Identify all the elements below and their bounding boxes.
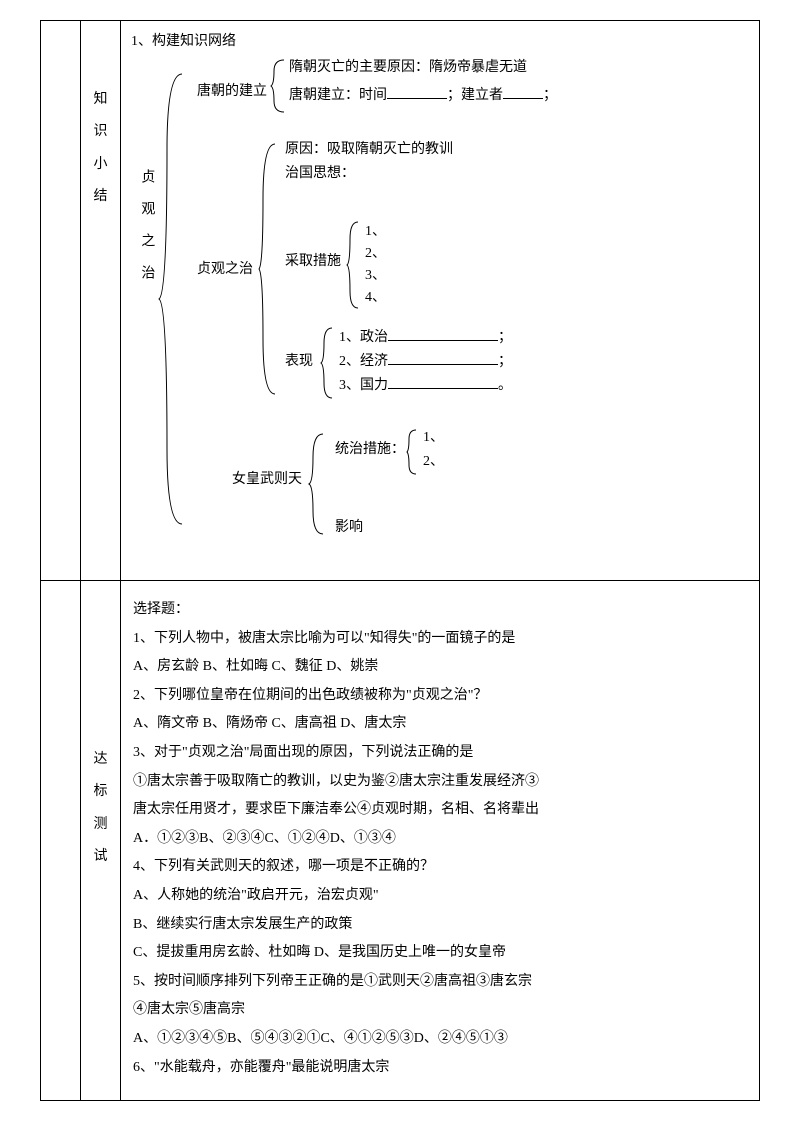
- label-char: 小: [94, 154, 108, 176]
- question-2-options: A、隋文帝 B、隋炀帝 C、唐高祖 D、唐太宗: [133, 711, 747, 738]
- rule-item: 1、: [423, 427, 444, 449]
- measure-item: 1、: [365, 221, 386, 243]
- question-5-body: ④唐太宗⑤唐高宗: [133, 997, 747, 1024]
- blank-field[interactable]: [388, 325, 498, 341]
- question-3-body: ①唐太宗善于吸取隋亡的教训，以史为鉴②唐太宗注重发展经济③: [133, 769, 747, 796]
- question-4: 4、下列有关武则天的叙述，哪一项是不正确的？: [133, 854, 747, 881]
- question-4-opt-a: A、人称她的统治"政启开元，治宏贞观": [133, 883, 747, 910]
- empty-cell-2: [41, 581, 81, 1101]
- blank-field[interactable]: [388, 349, 498, 365]
- branch2-name: 贞观之治: [197, 259, 253, 281]
- branch3-sub1-brace: [405, 427, 421, 477]
- perf-item: 3、国力。: [339, 373, 512, 397]
- branch3-sub2-name: 影响: [335, 517, 363, 539]
- blank-field[interactable]: [503, 83, 543, 99]
- label-char: 识: [94, 121, 108, 143]
- question-5-options: A、①②③④⑤B、⑤④③②①C、④①②⑤③D、②④⑤①③: [133, 1026, 747, 1053]
- questions-header: 选择题：: [133, 597, 747, 624]
- branch2-sub3-brace: [345, 219, 363, 311]
- question-3-body: 唐太宗任用贤才，要求臣下廉洁奉公④贞观时期，名相、名将辈出: [133, 797, 747, 824]
- branch2-sub3-name: 采取措施: [285, 251, 341, 273]
- questions-area: 选择题： 1、下列人物中，被唐太宗比喻为可以"知得失"的一面镜子的是 A、房玄龄…: [127, 589, 753, 1091]
- question-3-options: A．①②③B、②③④C、①②④D、①③④: [133, 826, 747, 853]
- section1-label: 知 识 小 结: [87, 29, 114, 209]
- blank-field[interactable]: [387, 83, 447, 99]
- section2-label: 达 标 测 试: [87, 589, 114, 869]
- branch3-sub1-name: 统治措施：: [335, 439, 405, 461]
- branch1-item2: 唐朝建立：时间；建立者；: [289, 83, 557, 107]
- empty-cell-1: [41, 21, 81, 581]
- section2-label-cell: 达 标 测 试: [81, 581, 121, 1101]
- perf-item: 2、经济；: [339, 349, 512, 373]
- question-6: 6、"水能载舟，亦能覆舟"最能说明唐太宗: [133, 1055, 747, 1082]
- measure-item: 2、: [365, 243, 386, 265]
- question-1-options: A、房玄龄 B、杜如晦 C、魏征 D、姚崇: [133, 654, 747, 681]
- branch2-brace: [257, 139, 281, 399]
- branch1-name: 唐朝的建立: [197, 81, 267, 103]
- diagram-cell: 1、构建知识网络 贞观之治 唐朝的建立 隋朝灭亡的主要原因：隋炀帝暴虐无道 唐朝…: [121, 21, 760, 581]
- branch1-item1: 隋朝灭亡的主要原因：隋炀帝暴虐无道: [289, 57, 527, 79]
- measure-item: 3、: [365, 265, 386, 287]
- blank-field[interactable]: [388, 373, 498, 389]
- question-5: 5、按时间顺序排列下列帝王正确的是①武则天②唐高祖③唐玄宗: [133, 969, 747, 996]
- label-char: 知: [94, 89, 108, 111]
- question-4-opt-b: B、继续实行唐太宗发展生产的政策: [133, 912, 747, 939]
- label-char: 测: [94, 814, 108, 836]
- branch1-brace: [269, 57, 289, 115]
- label-char: 试: [94, 846, 108, 868]
- label-char: 标: [94, 781, 108, 803]
- branch3-name: 女皇武则天: [232, 469, 302, 491]
- question-1: 1、下列人物中，被唐太宗比喻为可以"知得失"的一面镜子的是: [133, 626, 747, 653]
- label-char: 达: [94, 749, 108, 771]
- question-2: 2、下列哪位皇帝在位期间的出色政绩被称为"贞观之治"？: [133, 683, 747, 710]
- question-4-opt-cd: C、提拔重用房玄龄、杜如晦 D、是我国历史上唯一的女皇帝: [133, 940, 747, 967]
- rule-item: 2、: [423, 451, 444, 473]
- root-brace: [157, 69, 187, 529]
- diagram-title: 1、构建知识网络: [131, 31, 236, 53]
- measure-item: 4、: [365, 287, 386, 309]
- branch2-sub4-name: 表现: [285, 351, 313, 373]
- label-char: 结: [94, 186, 108, 208]
- root-label: 贞观之治: [135, 169, 157, 297]
- section1-label-cell: 知 识 小 结: [81, 21, 121, 581]
- branch2-sub4-brace: [319, 325, 337, 401]
- branch2-sub1: 原因：吸取隋朝灭亡的教训: [285, 139, 453, 161]
- lesson-table: 知 识 小 结 1、构建知识网络 贞观之治 唐朝的建立 隋朝灭亡: [40, 20, 760, 1101]
- knowledge-diagram: 1、构建知识网络 贞观之治 唐朝的建立 隋朝灭亡的主要原因：隋炀帝暴虐无道 唐朝…: [127, 29, 753, 569]
- branch2-sub2: 治国思想：: [285, 163, 355, 185]
- perf-item: 1、政治；: [339, 325, 512, 349]
- branch3-brace: [307, 429, 329, 539]
- question-3: 3、对于"贞观之治"局面出现的原因，下列说法正确的是: [133, 740, 747, 767]
- questions-cell: 选择题： 1、下列人物中，被唐太宗比喻为可以"知得失"的一面镜子的是 A、房玄龄…: [121, 581, 760, 1101]
